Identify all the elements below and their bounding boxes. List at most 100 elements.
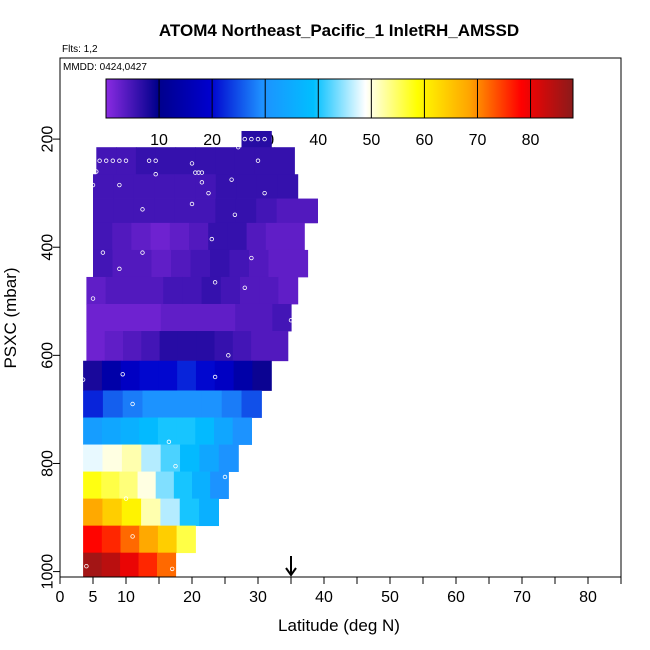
heatmap-cell <box>215 198 237 224</box>
data-point <box>169 566 175 572</box>
data-point <box>146 158 152 163</box>
y-tick-label: 600 <box>40 342 57 369</box>
heatmap-cell <box>141 498 162 527</box>
data-point <box>110 158 115 163</box>
data-point <box>166 439 172 445</box>
heatmap-cell <box>112 222 132 251</box>
heatmap-cell <box>120 360 141 391</box>
heatmap-cell <box>154 198 176 224</box>
y-tick-label: 400 <box>40 234 57 261</box>
heatmap-cell <box>259 276 279 305</box>
heatmap-cell <box>221 390 243 418</box>
heatmap-cell <box>121 444 142 472</box>
heatmap-cell <box>195 360 216 391</box>
colorbar-tick-label: 10 <box>150 132 168 149</box>
heatmap-cell <box>234 147 256 175</box>
data-point <box>130 534 135 539</box>
x-tick-label: 80 <box>579 589 597 606</box>
heatmap-cell <box>192 471 211 500</box>
y-axis-label: PSXC (mbar) <box>1 267 20 368</box>
heatmap-cell <box>105 303 125 332</box>
heatmap-cell <box>272 303 292 332</box>
heatmap-cell <box>150 222 171 251</box>
heatmap-cell <box>227 222 248 251</box>
heatmap-cell <box>138 552 158 578</box>
heatmap-cell <box>86 276 107 305</box>
colorbar-tick-label: 70 <box>469 132 487 149</box>
heatmap-cell <box>182 390 203 418</box>
heatmap-cell <box>123 303 143 332</box>
data-point <box>123 158 129 163</box>
heatmap-cell <box>265 222 286 251</box>
chart-title: ATOM4 Northeast_Pacific_1 InletRH_AMSSD <box>159 21 519 40</box>
data-point <box>117 182 122 188</box>
dates-note: MMDD: 0424,0427 <box>63 62 147 73</box>
heatmap-cell <box>256 130 272 148</box>
heatmap-cell <box>249 249 270 278</box>
heatmap-cell <box>116 147 137 175</box>
data-point <box>84 563 89 569</box>
heatmap-cell <box>235 303 255 332</box>
heatmap-cell <box>141 331 161 362</box>
x-tick-label: 50 <box>381 589 399 606</box>
arrow-head <box>285 567 297 577</box>
heatmap-cell <box>120 525 140 554</box>
heatmap-cell <box>93 174 115 199</box>
heatmap-cell <box>104 331 124 362</box>
heatmap-cell <box>162 390 183 418</box>
y-tick-label: 1000 <box>40 554 57 590</box>
heatmap-cell <box>276 198 298 224</box>
heatmap-cell <box>253 303 273 332</box>
data-point <box>117 158 122 163</box>
data-point <box>249 255 254 261</box>
heatmap-cell <box>195 198 216 224</box>
heatmap-cell <box>139 360 159 391</box>
data-point <box>212 280 218 285</box>
heatmap-cell <box>269 331 289 362</box>
heatmap-cell <box>160 444 181 472</box>
heatmap-cell <box>175 147 196 175</box>
heatmap-cell <box>141 444 162 472</box>
heatmap-cell <box>133 174 155 199</box>
heatmap-cell <box>288 249 309 278</box>
heatmap-cell <box>83 471 102 500</box>
heatmap-cell <box>268 249 289 278</box>
heatmap-cell <box>215 174 237 199</box>
heatmap-cell <box>96 147 117 175</box>
heatmap-cell <box>83 390 104 418</box>
heatmap-cell <box>220 276 241 305</box>
data-point <box>249 136 254 142</box>
heatmap-cell <box>233 360 253 391</box>
heatmap-cell <box>199 444 220 472</box>
heatmap-cell <box>198 303 218 332</box>
data-point <box>262 136 267 142</box>
heatmap-cell <box>190 249 211 278</box>
data-point <box>189 201 195 207</box>
heatmap-cell <box>157 417 178 445</box>
data-point <box>90 296 96 301</box>
heatmap-cell <box>102 444 123 472</box>
heatmap-cell <box>179 498 200 527</box>
heatmap-cell <box>113 198 135 224</box>
heatmap-cell <box>196 331 216 362</box>
heatmap-cell <box>131 222 152 251</box>
heatmap-cell <box>195 147 216 175</box>
data-point <box>123 496 129 501</box>
data-point <box>222 474 228 480</box>
data-point <box>130 401 135 407</box>
heatmap-cell <box>101 360 122 391</box>
heatmap-cell <box>215 147 236 175</box>
colorbar-tick-label: 50 <box>362 132 380 149</box>
heatmap-cell <box>155 147 177 175</box>
x-axis: 0 5 10 20 30 40 50 60 70 80 <box>56 577 622 606</box>
heatmap-cell <box>142 303 162 332</box>
heatmap-cell <box>120 552 140 578</box>
heatmap-cell <box>173 471 193 500</box>
heatmap-cell <box>252 360 272 391</box>
heatmap-cell <box>135 147 157 175</box>
y-tick-label: 200 <box>40 126 57 153</box>
data-point <box>315 234 320 239</box>
